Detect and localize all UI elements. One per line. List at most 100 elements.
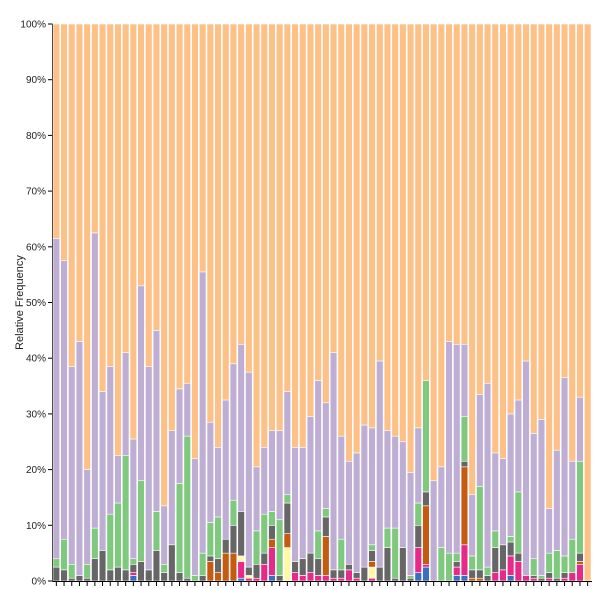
bar-segment-7 <box>268 430 276 512</box>
bar-segment-7 <box>114 455 122 504</box>
y-tick-label: 30% <box>26 409 46 420</box>
bar-segment-2 <box>560 577 569 582</box>
bar-segment-6 <box>175 483 184 573</box>
bar-10 <box>122 23 130 582</box>
bar-segment-2 <box>352 577 361 582</box>
bar-segment-7 <box>152 330 161 512</box>
bar-segment-5 <box>460 460 469 468</box>
bar-segment-8 <box>206 23 214 423</box>
bar-segment-8 <box>345 23 353 462</box>
bar-segment-8 <box>168 23 176 431</box>
bar-segment-8 <box>468 23 476 495</box>
bar-segment-6 <box>483 566 492 576</box>
bar-segment-7 <box>245 371 253 568</box>
bar-segment-8 <box>414 23 422 429</box>
bar-2 <box>60 23 68 582</box>
bar-segment-5 <box>383 547 392 582</box>
bar-segment-8 <box>60 23 68 262</box>
bar-48 <box>414 23 422 582</box>
bar-segment-2 <box>491 572 499 582</box>
bar-segment-4 <box>222 552 230 582</box>
bar-segment-8 <box>222 23 230 401</box>
bar-segment-7 <box>168 430 176 546</box>
bar-segment-8 <box>199 23 207 273</box>
bar-46 <box>399 23 407 582</box>
bar-segment-2 <box>568 572 576 582</box>
bar-segment-2 <box>368 577 376 582</box>
bar-segment-7 <box>568 460 576 540</box>
bar-segment-5 <box>329 569 338 579</box>
bar-segment-8 <box>406 23 415 473</box>
bar-segment-2 <box>499 569 507 582</box>
bar-segment-2 <box>268 547 276 576</box>
bar-segment-6 <box>514 491 522 554</box>
bar-segment-5 <box>222 538 230 554</box>
bar-segment-4 <box>422 505 430 565</box>
bar-segment-6 <box>52 558 60 568</box>
bar-segment-6 <box>268 511 276 526</box>
bar-segment-1 <box>237 577 245 582</box>
bar-segment-2 <box>291 572 299 582</box>
bar-segment-8 <box>545 23 553 509</box>
bar-segment-5 <box>83 577 91 582</box>
bar-segment-2 <box>306 572 315 582</box>
bar-segment-7 <box>406 472 415 576</box>
bar-segment-8 <box>453 23 461 345</box>
bar-segment-5 <box>299 558 307 576</box>
bar-segment-8 <box>376 23 384 362</box>
bar-segment-8 <box>522 23 530 362</box>
bar-segment-8 <box>52 23 60 239</box>
bar-segment-8 <box>306 23 315 417</box>
bar-segment-7 <box>175 388 184 484</box>
bar-segment-7 <box>129 438 137 560</box>
bar-23 <box>222 23 230 582</box>
bar-segment-7 <box>414 427 422 504</box>
bar-segment-2 <box>576 563 584 582</box>
bar-segment-3 <box>245 575 253 579</box>
bar-41 <box>360 23 368 582</box>
bar-17 <box>175 23 184 582</box>
bar-44 <box>383 23 392 582</box>
bar-segment-4 <box>468 577 476 582</box>
bar-segment-5 <box>514 552 522 562</box>
y-tick-label: 0% <box>32 577 47 588</box>
bar-24 <box>229 23 238 582</box>
bar-12 <box>137 23 145 582</box>
bar-segment-5 <box>283 502 291 534</box>
bar-segment-5 <box>268 524 276 540</box>
bar-66 <box>553 23 561 582</box>
bar-segment-8 <box>145 23 153 367</box>
bar-segment-5 <box>175 572 184 582</box>
bar-22 <box>214 23 222 582</box>
bar-segment-8 <box>260 23 268 448</box>
bar-segment-5 <box>98 550 107 582</box>
bar-segment-5 <box>352 572 361 579</box>
bar-segment-7 <box>283 391 291 495</box>
bar-segment-7 <box>560 377 569 557</box>
bar-segment-5 <box>345 563 353 571</box>
y-axis: 0% 10% 20% 30% 40% 50% 60% 70% 80% 90% 100% <box>20 20 53 588</box>
bar-segment-8 <box>237 23 245 345</box>
bar-segment-7 <box>368 427 376 546</box>
bar-segment-1 <box>453 575 461 582</box>
bar-59 <box>499 23 507 582</box>
bar-6 <box>91 23 99 582</box>
bar-segment-7 <box>522 360 530 576</box>
bar-segment-6 <box>506 536 515 543</box>
bar-1 <box>52 23 60 582</box>
bar-segment-8 <box>175 23 184 390</box>
bar-64 <box>537 23 546 582</box>
bar-segment-3 <box>283 547 291 582</box>
bar-segment-1 <box>129 575 137 582</box>
bar-segment-7 <box>222 399 230 540</box>
bar-segment-5 <box>499 544 507 571</box>
bar-segment-5 <box>114 566 122 582</box>
bar-segment-5 <box>152 550 161 582</box>
bar-segment-8 <box>483 23 492 384</box>
bar-segment-4 <box>476 577 484 582</box>
bar-segment-5 <box>91 558 99 582</box>
bar-segment-5 <box>106 569 114 582</box>
bar-segment-7 <box>229 363 238 501</box>
bar-segment-8 <box>445 23 453 342</box>
bar-segment-5 <box>506 541 515 557</box>
